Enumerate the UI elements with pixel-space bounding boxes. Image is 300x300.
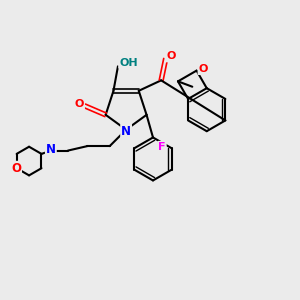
Text: N: N bbox=[121, 125, 131, 138]
Text: N: N bbox=[46, 142, 56, 156]
Text: O: O bbox=[75, 99, 84, 110]
Text: F: F bbox=[158, 142, 166, 152]
Text: OH: OH bbox=[119, 58, 138, 68]
Text: O: O bbox=[199, 64, 208, 74]
Text: O: O bbox=[11, 162, 21, 175]
Text: O: O bbox=[166, 52, 176, 61]
